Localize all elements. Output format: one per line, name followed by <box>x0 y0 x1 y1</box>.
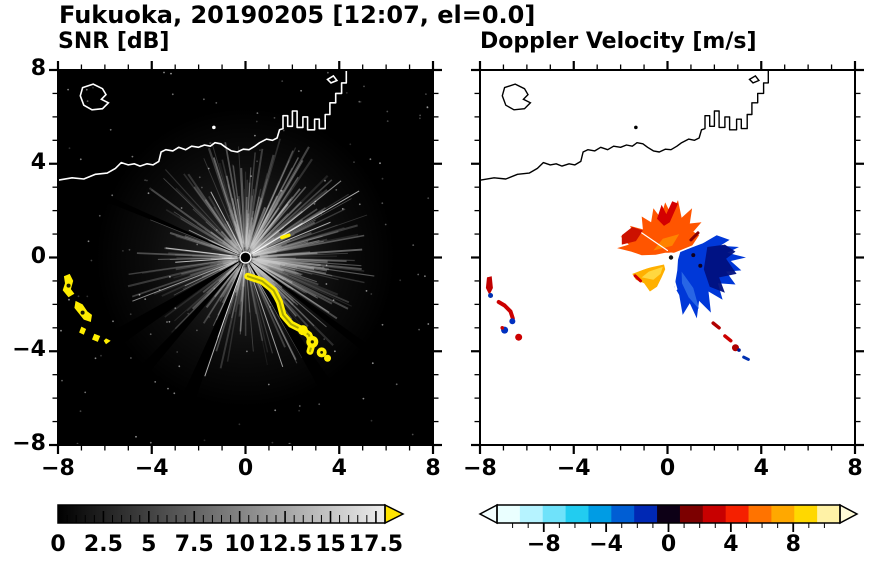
x-tick-label: −8 <box>463 456 497 481</box>
coastline <box>57 70 348 181</box>
y-tick-label: 4 <box>30 149 46 175</box>
x-tick-label: 4 <box>753 456 769 481</box>
x-tick-label: −4 <box>134 456 169 481</box>
x-tick-label: 4 <box>331 456 347 481</box>
y-tick-label: −4 <box>12 337 46 363</box>
y-tick-label: 8 <box>30 56 46 81</box>
doppler-colorbar-label: −8 <box>526 532 561 557</box>
snr-colorbar <box>57 503 405 525</box>
snr-colorbar-label: 10 <box>224 532 255 557</box>
axes-frame <box>49 61 442 454</box>
snr-colorbar-label: 0 <box>50 532 66 557</box>
coastline <box>479 70 769 181</box>
y-tick-label: 0 <box>30 243 46 269</box>
snr-panel-title: SNR [dB] <box>58 29 170 54</box>
snr-colorbar-label: 7.5 <box>174 532 214 557</box>
x-tick-label: −4 <box>556 456 591 481</box>
doppler-plot <box>471 61 864 454</box>
snr-colorbar-label: 5 <box>141 532 157 557</box>
y-tick-label: −8 <box>12 431 46 456</box>
x-tick-label: 8 <box>425 456 441 481</box>
doppler-colorbar-label: 8 <box>785 532 801 557</box>
radar-echo-features <box>485 200 750 361</box>
snr-colorbar-label: 17.5 <box>348 532 404 557</box>
axes-frame <box>471 61 864 454</box>
snr-colorbar-label: 15 <box>315 532 346 557</box>
doppler-colorbar-label: 4 <box>723 532 739 557</box>
x-tick-label: 0 <box>237 456 254 481</box>
snr-plot <box>49 61 442 454</box>
x-tick-label: 8 <box>847 456 863 481</box>
x-tick-label: −8 <box>41 456 75 481</box>
radar-echo-features <box>62 233 332 362</box>
doppler-colorbar-label: 0 <box>660 532 677 557</box>
doppler-panel-title: Doppler Velocity [m/s] <box>480 29 757 54</box>
doppler-colorbar-label: −4 <box>589 532 623 557</box>
figure-title: Fukuoka, 20190205 [12:07, el=0.0] <box>59 1 536 29</box>
doppler-colorbar <box>478 503 859 532</box>
snr-colorbar-label: 2.5 <box>83 532 123 557</box>
snr-colorbar-label: 12.5 <box>257 532 313 557</box>
x-tick-label: 0 <box>659 456 676 481</box>
